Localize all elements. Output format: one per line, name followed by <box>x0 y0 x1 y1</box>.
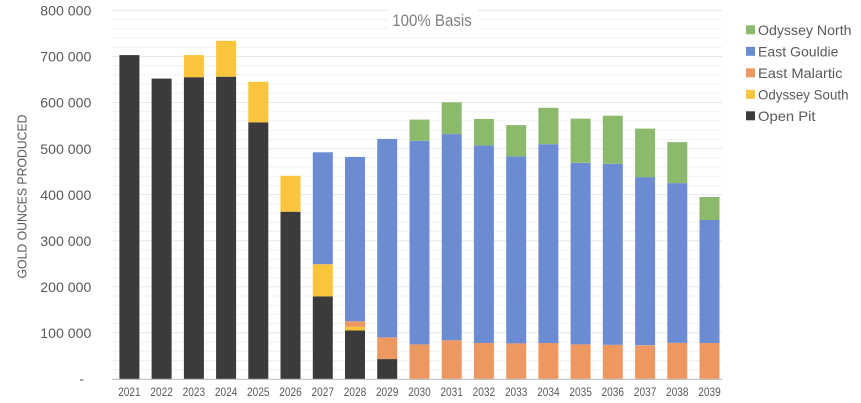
svg-text:500 000: 500 000 <box>40 141 91 157</box>
svg-text:2025: 2025 <box>247 387 270 399</box>
svg-text:2023: 2023 <box>183 387 206 399</box>
svg-text:Odyssey South: Odyssey South <box>758 86 849 102</box>
svg-text:-: - <box>79 371 84 387</box>
svg-text:2029: 2029 <box>376 387 399 399</box>
svg-text:GOLD OUNCES PRODUCED: GOLD OUNCES PRODUCED <box>14 115 29 279</box>
svg-text:2034: 2034 <box>537 387 560 399</box>
svg-text:2037: 2037 <box>634 387 657 399</box>
svg-text:200 000: 200 000 <box>40 279 91 295</box>
svg-text:800 000: 800 000 <box>40 3 91 19</box>
svg-text:2035: 2035 <box>569 387 592 399</box>
svg-text:2027: 2027 <box>312 387 335 399</box>
svg-text:2022: 2022 <box>150 387 173 399</box>
svg-text:400 000: 400 000 <box>40 187 91 203</box>
svg-text:2026: 2026 <box>279 387 302 399</box>
svg-text:2031: 2031 <box>440 387 463 399</box>
svg-text:2024: 2024 <box>215 387 238 399</box>
svg-text:2038: 2038 <box>666 387 689 399</box>
svg-text:East Malartic: East Malartic <box>758 65 843 81</box>
svg-text:2033: 2033 <box>505 387 528 399</box>
svg-text:2021: 2021 <box>118 387 141 399</box>
svg-text:Open Pit: Open Pit <box>758 108 816 124</box>
svg-text:2036: 2036 <box>602 387 625 399</box>
svg-text:2028: 2028 <box>344 387 367 399</box>
svg-text:300 000: 300 000 <box>40 233 91 249</box>
svg-text:2039: 2039 <box>698 387 721 399</box>
svg-text:700 000: 700 000 <box>40 49 91 65</box>
svg-text:Odyssey North: Odyssey North <box>758 22 852 38</box>
svg-text:600 000: 600 000 <box>40 95 91 111</box>
svg-text:2032: 2032 <box>473 387 496 399</box>
svg-text:2030: 2030 <box>408 387 431 399</box>
svg-text:East Gouldie: East Gouldie <box>758 43 839 59</box>
svg-text:100 000: 100 000 <box>40 325 91 341</box>
svg-text:100% Basis: 100% Basis <box>392 12 472 30</box>
